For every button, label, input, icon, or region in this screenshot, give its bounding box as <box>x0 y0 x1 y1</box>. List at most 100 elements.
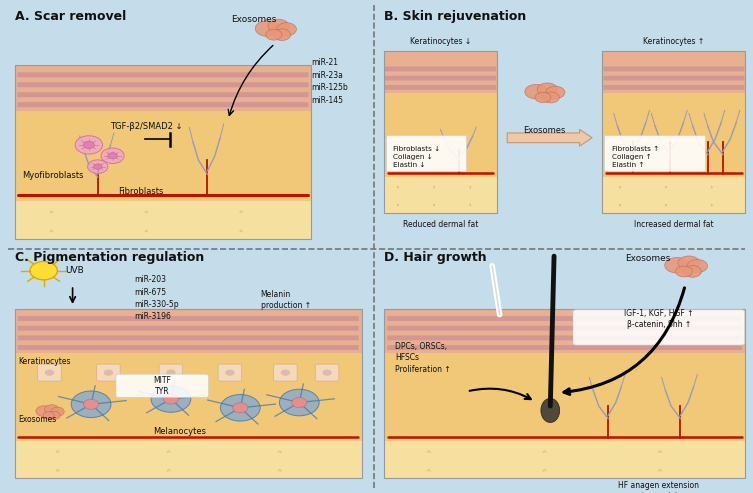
FancyBboxPatch shape <box>18 316 358 321</box>
Text: miR-203
miR-675
miR-330-5p
miR-3196: miR-203 miR-675 miR-330-5p miR-3196 <box>134 276 178 321</box>
Bar <box>15 309 361 353</box>
Bar <box>602 51 745 93</box>
FancyBboxPatch shape <box>218 364 242 381</box>
Circle shape <box>538 83 557 96</box>
FancyBboxPatch shape <box>385 85 496 90</box>
Bar <box>15 65 311 110</box>
Text: Melanin
production ↑: Melanin production ↑ <box>261 290 311 310</box>
FancyBboxPatch shape <box>573 310 745 345</box>
FancyBboxPatch shape <box>17 92 309 97</box>
FancyBboxPatch shape <box>386 135 466 171</box>
Ellipse shape <box>541 398 559 423</box>
Text: Exosomes: Exosomes <box>232 15 277 24</box>
Circle shape <box>687 259 708 273</box>
Text: HF anagen extension
catagen delay: HF anagen extension catagen delay <box>618 481 700 493</box>
Bar <box>15 309 361 478</box>
FancyBboxPatch shape <box>18 326 358 331</box>
Circle shape <box>678 256 700 270</box>
Text: TGF-β2/SMAD2 ↓: TGF-β2/SMAD2 ↓ <box>110 122 182 131</box>
Bar <box>15 353 361 441</box>
Text: C. Pigmentation regulation: C. Pigmentation regulation <box>15 251 204 264</box>
Circle shape <box>279 389 319 416</box>
Bar <box>384 51 497 212</box>
Circle shape <box>273 29 291 40</box>
Bar <box>384 177 497 212</box>
Circle shape <box>93 164 102 169</box>
Text: Melanocytes: Melanocytes <box>154 427 206 436</box>
Circle shape <box>221 394 261 421</box>
Text: Exosomes: Exosomes <box>523 126 566 135</box>
Circle shape <box>75 136 102 154</box>
Circle shape <box>104 369 113 376</box>
Circle shape <box>268 19 289 33</box>
Circle shape <box>684 266 702 277</box>
Circle shape <box>675 266 693 277</box>
Text: Exosomes: Exosomes <box>625 254 670 263</box>
Bar <box>15 441 361 478</box>
Circle shape <box>546 86 565 99</box>
Circle shape <box>72 391 111 418</box>
FancyBboxPatch shape <box>17 102 309 107</box>
Text: Reduced dermal fat: Reduced dermal fat <box>403 220 478 229</box>
FancyBboxPatch shape <box>38 364 61 381</box>
Circle shape <box>50 407 64 416</box>
Circle shape <box>101 148 124 164</box>
Circle shape <box>542 92 559 103</box>
FancyBboxPatch shape <box>18 345 358 350</box>
Circle shape <box>266 29 282 40</box>
Circle shape <box>535 92 551 103</box>
Text: Keratinocytes ↑: Keratinocytes ↑ <box>643 37 705 46</box>
Circle shape <box>84 399 99 409</box>
Text: MITF
TYR: MITF TYR <box>154 376 171 396</box>
Circle shape <box>166 369 175 376</box>
FancyBboxPatch shape <box>96 364 120 381</box>
FancyBboxPatch shape <box>17 82 309 87</box>
Text: Myofibroblasts: Myofibroblasts <box>22 172 84 180</box>
Circle shape <box>525 84 547 99</box>
Bar <box>602 177 745 212</box>
FancyBboxPatch shape <box>385 76 496 80</box>
Circle shape <box>30 261 57 280</box>
Circle shape <box>44 405 59 414</box>
Circle shape <box>108 153 117 159</box>
FancyBboxPatch shape <box>604 135 706 171</box>
Bar <box>384 441 745 478</box>
Circle shape <box>322 369 332 376</box>
Bar <box>384 93 497 177</box>
Text: Keratinocytes: Keratinocytes <box>18 357 71 366</box>
Text: miR-21
miR-23a
miR-125b
miR-145: miR-21 miR-23a miR-125b miR-145 <box>311 58 348 105</box>
FancyBboxPatch shape <box>603 85 745 90</box>
Bar <box>384 309 745 353</box>
Circle shape <box>44 369 54 376</box>
FancyBboxPatch shape <box>603 76 745 80</box>
Circle shape <box>291 397 306 408</box>
Text: Keratinocytes ↓: Keratinocytes ↓ <box>410 37 471 46</box>
Circle shape <box>255 21 279 36</box>
Circle shape <box>151 386 191 412</box>
FancyArrowPatch shape <box>508 130 592 146</box>
Text: B. Skin rejuvenation: B. Skin rejuvenation <box>384 10 526 23</box>
Bar <box>15 110 311 201</box>
Bar <box>15 65 311 239</box>
Circle shape <box>277 23 297 36</box>
Bar <box>384 353 745 441</box>
Bar <box>602 51 745 212</box>
Text: UVB: UVB <box>66 266 84 275</box>
Bar <box>384 51 497 93</box>
FancyBboxPatch shape <box>387 335 742 340</box>
Text: Fibroblasts ↓
Collagen ↓
Elastin ↓: Fibroblasts ↓ Collagen ↓ Elastin ↓ <box>393 145 441 168</box>
Text: Fibroblasts ↑
Collagen ↑
Elastin ↑: Fibroblasts ↑ Collagen ↑ Elastin ↑ <box>611 145 659 168</box>
Circle shape <box>84 141 94 148</box>
FancyBboxPatch shape <box>273 364 297 381</box>
Text: A. Scar removel: A. Scar removel <box>15 10 126 23</box>
FancyBboxPatch shape <box>17 72 309 77</box>
FancyBboxPatch shape <box>603 67 745 71</box>
Text: DPCs, ORSCs,
HFSCs
Proliferation ↑: DPCs, ORSCs, HFSCs Proliferation ↑ <box>395 342 451 374</box>
Circle shape <box>48 411 60 420</box>
Circle shape <box>281 369 290 376</box>
Circle shape <box>43 412 54 419</box>
Circle shape <box>36 406 52 417</box>
FancyBboxPatch shape <box>387 316 742 321</box>
Circle shape <box>225 369 235 376</box>
Text: Increased dermal fat: Increased dermal fat <box>634 220 714 229</box>
